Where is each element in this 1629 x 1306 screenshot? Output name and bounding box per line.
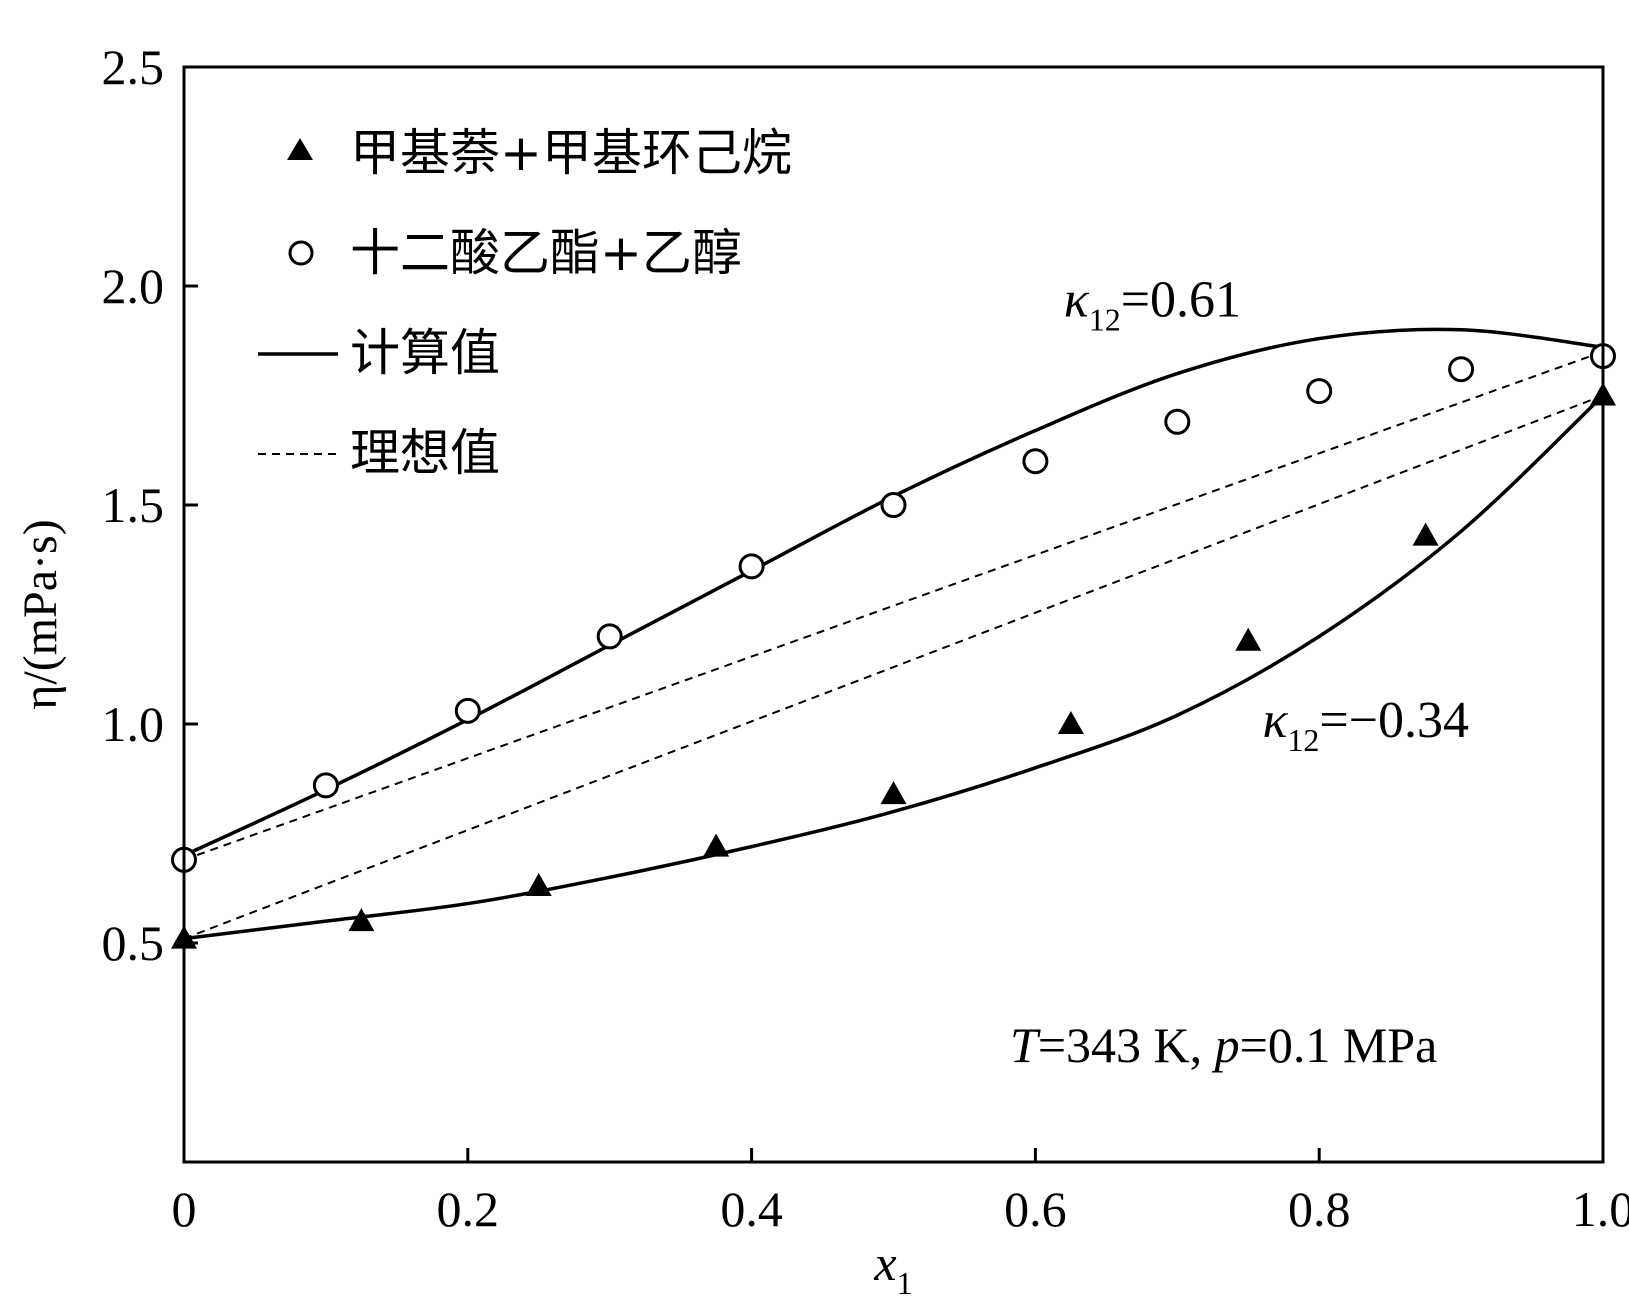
condition-text: T=343 K, p=0.1 MPa [1010,1017,1437,1073]
y-tick-label: 1.0 [102,696,165,752]
data-point-triangle [525,873,552,897]
plot-frame [182,65,1605,1164]
x-tick-label: 0.8 [1288,1181,1351,1237]
annotation-kappa-upper: κ12=0.61 [1064,272,1241,338]
x-axis-label-sub: 1 [897,1265,913,1301]
condition-T-symbol: T [1010,1017,1041,1073]
data-point-circle [312,772,339,799]
y-tick-label: 2.5 [102,39,165,95]
calculated-curve [183,327,1604,857]
legend-label-triangle: 甲基萘+甲基环己烷 [350,124,792,182]
annotation-kappa-lower-sub: 12 [1287,722,1319,758]
data-point-triangle [1057,711,1084,734]
data-point-circle [1448,356,1475,383]
legend: 甲基萘+甲基环己烷 十二酸乙酯+乙醇 计算值 理想值 [258,124,792,482]
condition-p-symbol: p [1212,1017,1240,1073]
calculated-curves-group [183,327,1605,941]
condition-T-text: =343 K, [1038,1017,1215,1073]
legend-circle-marker [288,240,314,266]
legend-triangle-marker [287,138,313,160]
x-axis-label: x1 [873,1235,912,1301]
x-tick-label: 0 [172,1181,197,1237]
x-tick-label: 1.0 [1572,1181,1629,1237]
y-axis-label: η/(mPa·s) [14,519,67,709]
y-tick-label: 0.5 [102,915,165,971]
y-tick-label: 2.0 [102,258,165,314]
annotation-kappa-upper-sub: 12 [1089,302,1121,338]
legend-label-circle: 十二酸乙酯+乙醇 [350,224,742,282]
x-tick-label: 0.6 [1004,1181,1067,1237]
data-point-circle [880,492,907,518]
x-tick-label: 0.2 [437,1181,500,1237]
data-point-triangle [1235,627,1262,651]
data-points-group [171,343,1616,949]
data-point-circle [596,623,623,650]
annotation-kappa-lower-text: =−0.34 [1319,692,1469,749]
annotation-kappa-upper-symbol: κ [1064,272,1090,329]
data-point-triangle [348,908,375,932]
data-point-triangle [1412,522,1439,546]
legend-label-dashed: 理想值 [350,424,500,482]
y-tick-label: 1.5 [102,477,165,533]
data-point-triangle [703,833,730,857]
ideal-line [183,394,1604,940]
data-point-circle [1306,378,1333,405]
ideal-lines-group [183,350,1604,940]
x-axis-label-main: x [873,1235,896,1291]
data-point-triangle [880,781,907,805]
data-point-circle [1164,408,1191,435]
data-point-circle [738,553,765,580]
data-point-circle [1022,448,1049,475]
annotation-kappa-upper-text: =0.61 [1121,272,1241,329]
data-point-circle [454,697,481,724]
calculated-curve [183,394,1605,941]
x-tick-label: 0.4 [720,1181,783,1237]
legend-label-solid: 计算值 [350,324,500,382]
annotation-kappa-lower-symbol: κ [1262,692,1288,749]
condition-p-text: =0.1 MPa [1240,1017,1438,1073]
axes-group: 0 0.2 0.4 0.6 0.8 1.0 0.5 1.0 1.5 2.0 2.5 [102,39,1629,1237]
annotation-kappa-lower: κ12=−0.34 [1262,692,1469,758]
